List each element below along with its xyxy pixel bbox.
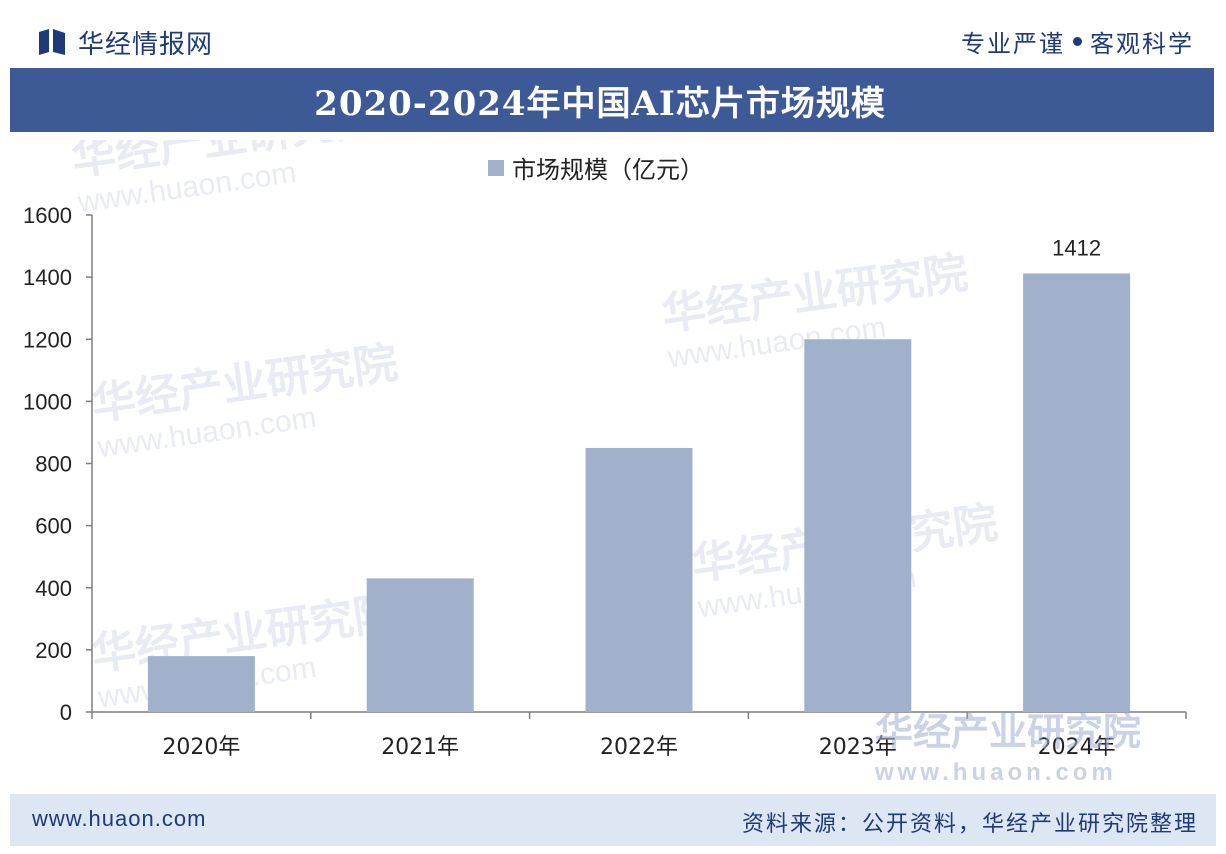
- bar: [804, 339, 912, 712]
- x-tick-label: 2023年: [819, 735, 897, 760]
- title-bar: 2020-2024年中国AI芯片市场规模: [10, 68, 1190, 132]
- y-tick-label: 0: [60, 700, 72, 725]
- x-tick-label: 2020年: [162, 735, 240, 760]
- bar: [1023, 273, 1131, 712]
- x-tick-label: 2021年: [381, 735, 459, 760]
- watermark-text: 华经产业研究院: [875, 710, 1141, 754]
- slogan-right: 客观科学: [1090, 30, 1194, 58]
- title-bar-accent: [1190, 68, 1214, 132]
- bar: [147, 656, 255, 712]
- data-label: 1412: [1052, 235, 1101, 260]
- bars: [147, 273, 1131, 712]
- labels: 2020年 2021年 2022年 2023年 2024年 1412: [162, 235, 1115, 760]
- footer-source: 资料来源：公开资料，华经产业研究院整理: [741, 812, 1198, 837]
- legend-label: 市场规模（亿元）: [512, 156, 704, 184]
- x-tick-label: 2024年: [1038, 735, 1116, 760]
- x-tick-label: 2022年: [600, 735, 678, 760]
- y-tick-label: 1600: [23, 203, 72, 228]
- slogan-left: 专业严谨: [961, 30, 1065, 58]
- bar: [585, 447, 693, 712]
- legend: 市场规模（亿元）: [488, 156, 704, 184]
- book-logo-icon: [39, 29, 65, 55]
- y-tick-label: 1000: [23, 389, 72, 414]
- header: 华经情报网 专业严谨 客观科学: [0, 0, 1226, 68]
- logo-text: 华经情报网: [78, 30, 214, 60]
- footer-website: www.huaon.com: [32, 806, 207, 831]
- bar-chart: 华经产业研究院www.huaon.com华经产业研究院www.huaon.com…: [23, 92, 1187, 786]
- slogan-dot-icon: [1073, 37, 1082, 46]
- y-tick-label: 400: [35, 576, 72, 601]
- y-tick-label: 200: [35, 638, 72, 663]
- y-tick-label: 1400: [23, 265, 72, 290]
- chart-area: 华经产业研究院www.huaon.com华经产业研究院www.huaon.com…: [0, 92, 1226, 790]
- bar: [366, 578, 474, 712]
- slogan: 专业严谨 客观科学: [961, 24, 1194, 59]
- watermark-url: www.huaon.com: [874, 759, 1117, 786]
- legend-swatch: [488, 160, 504, 176]
- chart-title: 2020-2024年中国AI芯片市场规模: [314, 83, 886, 124]
- y-tick-label: 800: [35, 452, 72, 477]
- y-tick-label: 1200: [23, 327, 72, 352]
- y-tick-label: 600: [35, 514, 72, 539]
- footer: www.huaon.com 资料来源：公开资料，华经产业研究院整理: [10, 794, 1216, 846]
